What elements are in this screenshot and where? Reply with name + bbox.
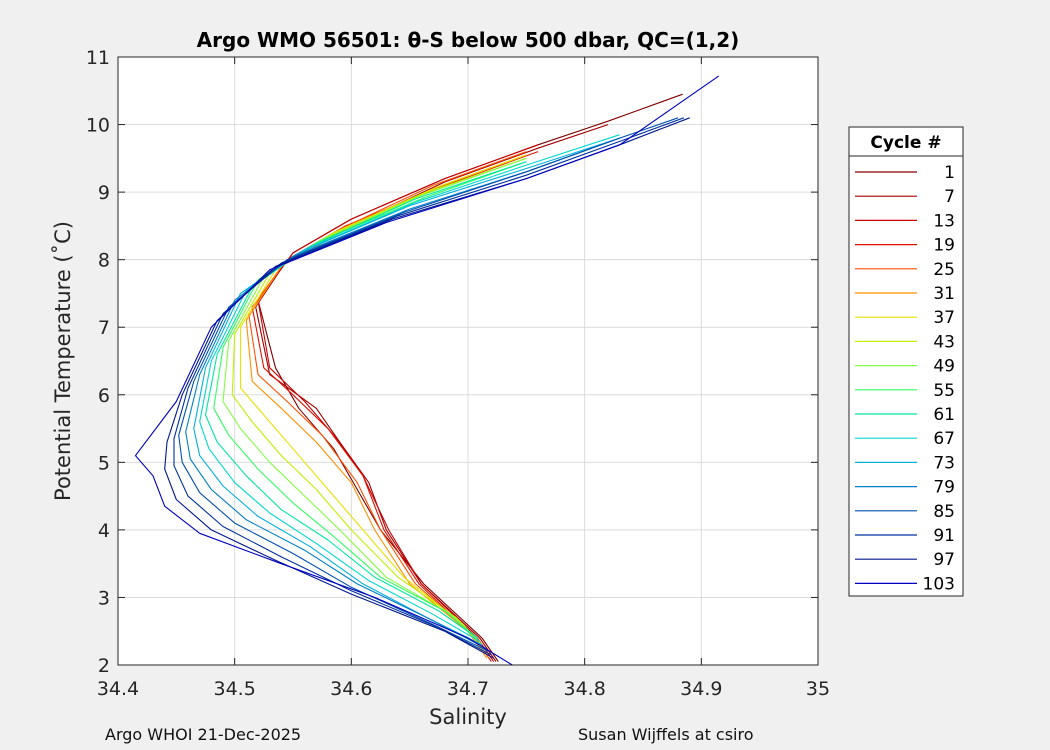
legend-label-cycle-55: 55 — [933, 381, 955, 401]
x-tick-label: 34.6 — [330, 678, 372, 700]
y-tick-label: 5 — [98, 452, 110, 474]
legend-label-cycle-73: 73 — [933, 453, 955, 473]
legend-label-cycle-97: 97 — [933, 550, 955, 570]
y-tick-label: 3 — [98, 587, 110, 609]
legend-items: 1 7 13 19 25 31 37 43 49 55 61 67 73 79 85 91 97 103 — [855, 163, 955, 594]
y-tick-label: 2 — [98, 655, 110, 677]
series-line-cycle-49 — [222, 157, 527, 642]
x-tick-label: 34.9 — [680, 678, 722, 700]
x-tick-label: 34.5 — [214, 678, 256, 700]
y-tick-label: 6 — [98, 385, 110, 407]
y-axis-label: Potential Temperature (˚C) — [51, 221, 75, 501]
y-axis-ticks: 2 3 4 5 6 7 8 9 10 11 — [86, 47, 818, 677]
series-line-cycle-25 — [248, 151, 527, 659]
legend-label-cycle-19: 19 — [933, 236, 955, 256]
y-tick-label: 4 — [98, 520, 110, 542]
series-line-cycle-79 — [185, 137, 620, 649]
series-line-cycle-19 — [251, 151, 539, 662]
series-line-cycle-55 — [213, 161, 527, 639]
x-tick-label: 34.7 — [447, 678, 489, 700]
legend-label-cycle-61: 61 — [933, 405, 955, 425]
x-axis-ticks: 34.4 34.5 34.6 34.7 34.8 34.9 35 — [97, 57, 830, 700]
y-tick-label: 10 — [86, 115, 110, 137]
series-line-cycle-43 — [231, 157, 527, 646]
footer-right-credit: Susan Wijffels at csiro — [578, 725, 754, 744]
legend-label-cycle-91: 91 — [933, 526, 955, 546]
legend: Cycle # 1 7 13 19 25 31 37 43 49 55 61 67 73 79 85 91 97… — [848, 126, 964, 597]
x-tick-label: 35 — [806, 678, 830, 700]
legend-title: Cycle # — [870, 133, 941, 153]
y-tick-label: 8 — [98, 250, 110, 272]
y-tick-label: 11 — [86, 47, 110, 69]
legend-label-cycle-79: 79 — [933, 478, 955, 498]
series-line-cycle-85 — [178, 117, 679, 652]
legend-box — [848, 126, 964, 597]
series-line-cycle-91 — [173, 117, 684, 656]
series-line-cycle-73 — [193, 137, 620, 646]
series-line-cycle-37 — [239, 154, 527, 652]
legend-label-cycle-25: 25 — [933, 260, 955, 280]
legend-label-cycle-49: 49 — [933, 357, 955, 377]
legend-label-cycle-85: 85 — [933, 502, 955, 522]
x-axis-label: Salinity — [429, 705, 507, 729]
x-tick-label: 34.8 — [564, 678, 606, 700]
legend-label-cycle-103: 103 — [923, 574, 955, 594]
legend-label-cycle-1: 1 — [944, 163, 955, 183]
legend-label-cycle-67: 67 — [933, 429, 955, 449]
series-line-cycle-61 — [204, 161, 527, 639]
chart-title: Argo WMO 56501: θ-S below 500 dbar, QC=(… — [197, 28, 740, 52]
legend-label-cycle-31: 31 — [933, 284, 955, 304]
legend-label-cycle-37: 37 — [933, 308, 955, 328]
series-line-cycle-103 — [134, 75, 720, 666]
y-tick-label: 9 — [98, 182, 110, 204]
x-tick-label: 34.4 — [97, 678, 139, 700]
y-tick-label: 7 — [98, 317, 110, 339]
series-line-cycle-13 — [257, 144, 539, 662]
legend-label-cycle-43: 43 — [933, 332, 955, 352]
series-group — [134, 75, 720, 666]
legend-label-cycle-7: 7 — [944, 187, 955, 207]
series-line-cycle-67 — [199, 134, 620, 642]
footer-left-credit: Argo WHOI 21-Dec-2025 — [105, 725, 302, 744]
legend-label-cycle-13: 13 — [933, 211, 955, 231]
